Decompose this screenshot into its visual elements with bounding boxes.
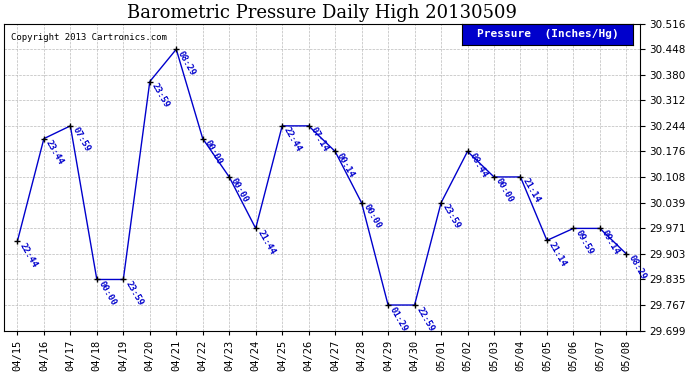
Text: 01:29: 01:29 (388, 305, 409, 333)
Text: 23:59: 23:59 (150, 81, 171, 110)
Text: 23:59: 23:59 (124, 279, 144, 307)
Text: 09:14: 09:14 (600, 228, 621, 256)
Text: Copyright 2013 Cartronics.com: Copyright 2013 Cartronics.com (10, 33, 166, 42)
Text: 00:00: 00:00 (229, 177, 250, 205)
Text: 00:00: 00:00 (362, 203, 383, 231)
Text: 21:44: 21:44 (256, 228, 277, 256)
Text: 09:59: 09:59 (573, 228, 595, 256)
Text: 23:44: 23:44 (44, 139, 65, 166)
Text: 22:44: 22:44 (282, 126, 304, 154)
Text: 08:44: 08:44 (468, 152, 489, 179)
Text: 22:44: 22:44 (17, 241, 39, 269)
Text: 00:00: 00:00 (203, 139, 224, 166)
Text: 00:00: 00:00 (494, 177, 515, 205)
Text: 00:14: 00:14 (335, 152, 356, 179)
Text: 07:14: 07:14 (308, 126, 330, 154)
Text: 08:29: 08:29 (627, 254, 648, 282)
Text: 22:59: 22:59 (415, 305, 436, 333)
Text: 00:00: 00:00 (97, 279, 118, 307)
Title: Barometric Pressure Daily High 20130509: Barometric Pressure Daily High 20130509 (127, 4, 517, 22)
Text: 21:14: 21:14 (520, 177, 542, 205)
Text: 23:59: 23:59 (441, 203, 462, 231)
Text: 08:29: 08:29 (176, 49, 197, 77)
Text: 07:59: 07:59 (70, 126, 92, 154)
Text: 21:14: 21:14 (547, 240, 568, 268)
